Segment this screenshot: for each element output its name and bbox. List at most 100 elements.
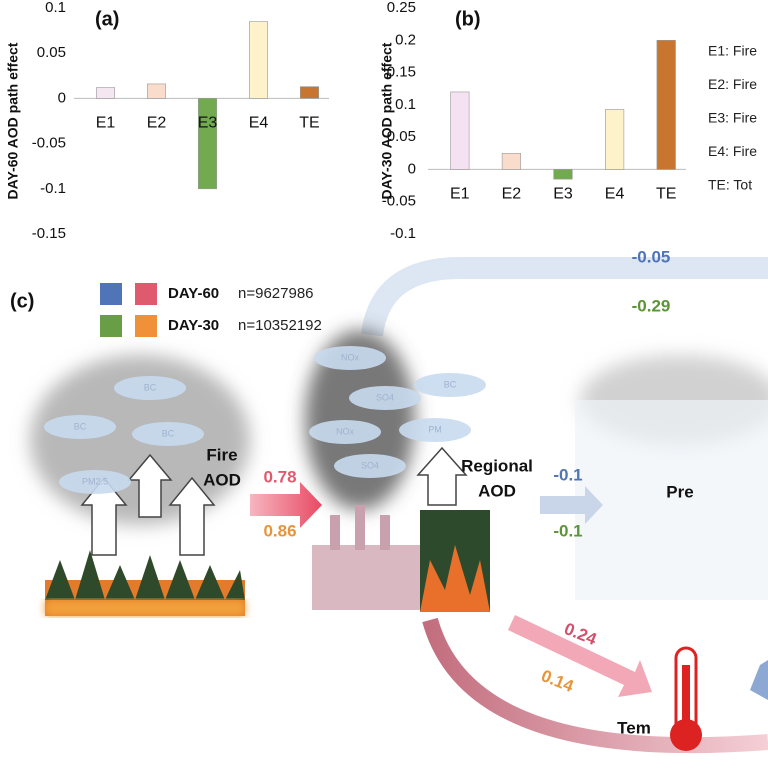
bar <box>198 98 217 190</box>
node-label: AOD <box>203 470 241 489</box>
coefficient: -0.1 <box>553 521 582 540</box>
x-tick-label: E1 <box>96 115 116 132</box>
bar <box>553 169 573 180</box>
bar <box>450 91 470 170</box>
particle-bubble <box>349 386 421 410</box>
legend-swatch <box>135 315 157 337</box>
y-tick-label: 0.05 <box>37 44 66 61</box>
legend-note: E3: Fire <box>708 110 757 126</box>
coefficient: -0.1 <box>553 465 582 484</box>
y-tick-label: 0.2 <box>395 31 416 48</box>
chart-title: (a) <box>95 8 119 30</box>
particle-label: BC <box>162 428 175 438</box>
particle-label: SO4 <box>361 460 379 470</box>
legend-n: n=9627986 <box>238 285 314 302</box>
y-tick-label: 0.15 <box>387 64 416 81</box>
forest-fire-right <box>420 510 490 612</box>
y-tick-label: -0.1 <box>40 180 66 197</box>
particle-bubble <box>59 470 131 494</box>
arrow-regional-tem <box>508 615 652 697</box>
y-tick-label: 0 <box>408 160 416 177</box>
coefficient: 0.14 <box>538 666 576 696</box>
bar <box>300 86 319 99</box>
y-tick-label: 0.1 <box>395 96 416 113</box>
bottom-arc <box>422 617 768 754</box>
y-tick-label: -0.05 <box>382 193 416 210</box>
x-tick-label: E2 <box>147 115 167 132</box>
bar <box>501 152 521 170</box>
legend-n: n=10352192 <box>238 317 322 334</box>
x-tick-label: E4 <box>605 186 625 203</box>
legend-label: DAY-30 <box>168 317 219 334</box>
y-tick-label: 0.1 <box>45 0 66 16</box>
legend-swatch <box>135 283 157 305</box>
y-axis-label: DAY-30 AOD path effect <box>379 42 395 199</box>
coefficient: 0.86 <box>263 521 296 540</box>
arrow-fire-regional <box>250 482 322 528</box>
particle-label: BC <box>144 382 157 392</box>
y-tick-label: -0.15 <box>32 225 66 242</box>
x-tick-label: E1 <box>450 186 470 203</box>
bar <box>96 87 115 99</box>
particle-label: BC <box>444 379 457 389</box>
node-label: Tem <box>617 718 651 737</box>
coefficient: 0.78 <box>263 467 296 486</box>
y-tick-label: 0 <box>58 89 66 106</box>
legend-notes: E1: Fire E2: Fire E3: Fire E4: Fire TE: Tot <box>708 43 757 193</box>
node-label: Pre <box>666 482 693 501</box>
arrow-regional-pre <box>540 486 603 524</box>
legend-note: E1: Fire <box>708 43 757 59</box>
legend-swatch <box>100 315 122 337</box>
arrow-tem-out <box>750 660 768 700</box>
node-label: Regional <box>461 456 533 475</box>
rain <box>575 400 768 600</box>
legend-label: DAY-60 <box>168 285 219 302</box>
x-tick-label: TE <box>656 186 676 203</box>
y-tick-label: 0.25 <box>387 0 416 16</box>
legend-note: E2: Fire <box>708 76 757 92</box>
x-tick-label: E2 <box>502 186 522 203</box>
particle-bubble <box>309 420 381 444</box>
chart-title: (b) <box>455 8 481 30</box>
y-tick-label: -0.1 <box>390 225 416 242</box>
panel-label: (c) <box>10 290 34 312</box>
legend-swatch <box>100 283 122 305</box>
legend-note: TE: Tot <box>708 177 752 193</box>
particle-bubble <box>414 373 486 397</box>
particle-label: PM2.5 <box>82 476 108 486</box>
y-axis-label: DAY-60 AOD path effect <box>5 42 21 199</box>
bar <box>656 39 676 170</box>
particle-bubble <box>399 418 471 442</box>
particle-label: BC <box>74 421 87 431</box>
node-label: Fire <box>206 445 237 464</box>
diagram: PM2.5 BC BC BC NOx SO4 NOx SO4 PM BC (c) DAY-60 n… <box>10 247 768 754</box>
particle-label: NOx <box>341 352 360 362</box>
particle-bubble <box>132 422 204 446</box>
particle-label: SO4 <box>376 392 394 402</box>
node-label: AOD <box>478 481 516 500</box>
top-arc <box>361 257 768 337</box>
x-tick-label: E4 <box>249 115 269 132</box>
coefficient: -0.05 <box>632 247 671 266</box>
x-tick-label: TE <box>299 115 319 132</box>
thermometer <box>670 646 702 751</box>
bar <box>605 109 625 170</box>
particle-bubble <box>44 415 116 439</box>
y-tick-label: 0.05 <box>387 128 416 145</box>
particle-bubble <box>314 346 386 370</box>
particle-label: NOx <box>336 426 355 436</box>
bar <box>249 21 268 99</box>
particle-bubble <box>334 454 406 478</box>
y-tick-label: -0.05 <box>32 135 66 152</box>
bar <box>147 83 166 99</box>
x-tick-label: E3 <box>198 115 218 132</box>
coefficient: -0.29 <box>632 296 671 315</box>
factory <box>312 505 422 610</box>
up-arrows <box>80 446 468 556</box>
legend-note: E4: Fire <box>708 143 757 159</box>
x-tick-label: E3 <box>553 186 573 203</box>
particle-label: PM <box>428 424 442 434</box>
particle-bubble <box>114 376 186 400</box>
